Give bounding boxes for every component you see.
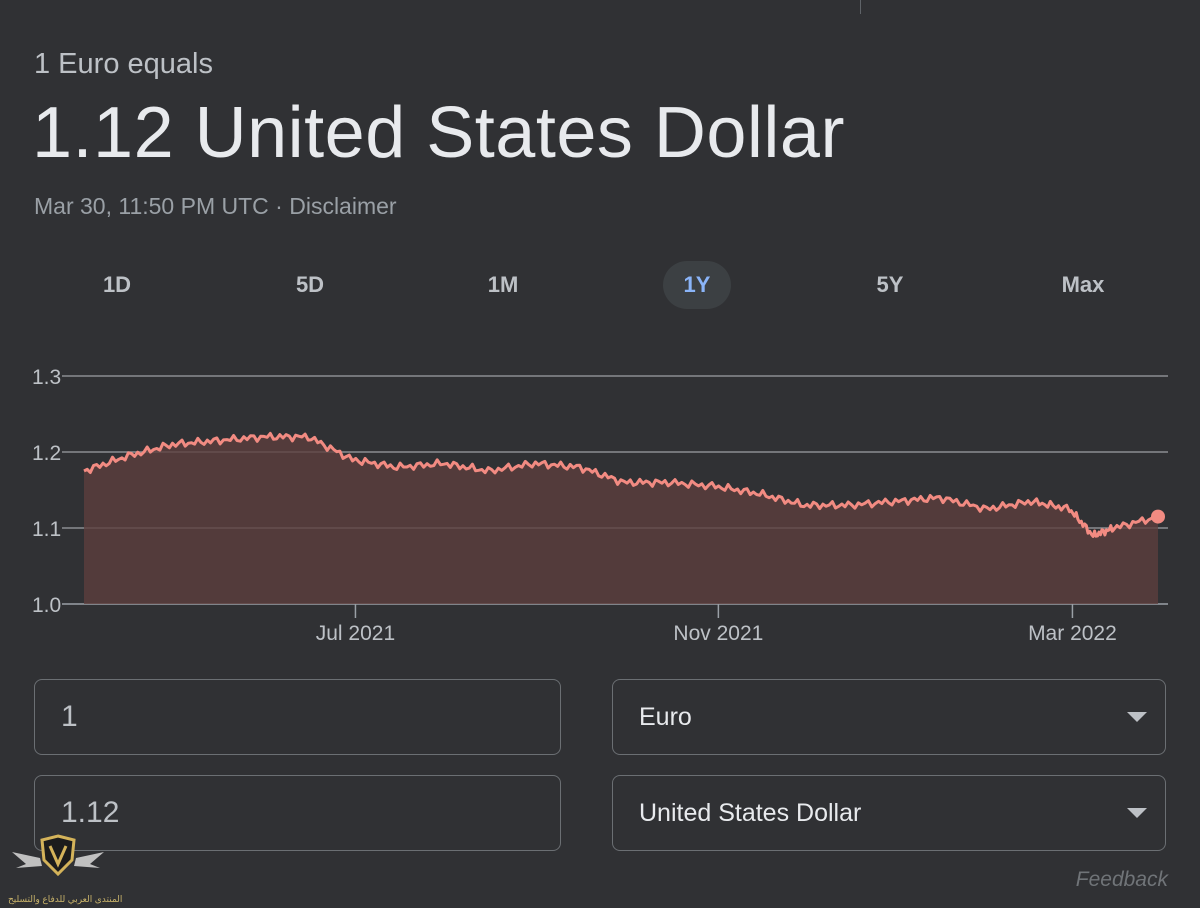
disclaimer-link[interactable]: Disclaimer [289,193,397,219]
rate-timestamp: Mar 30, 11:50 PM UTC [34,193,269,219]
tab-5d[interactable]: 5D [295,272,325,297]
tab-1d[interactable]: 1D [102,272,132,297]
y-tick-label: 1.0 [32,594,61,617]
tab-max[interactable]: Max [1061,272,1105,297]
time-range-tabs: 1D 5D 1M 1Y 5Y Max [20,261,1180,309]
x-tick-label: Nov 2021 [673,622,763,645]
to-amount-input[interactable] [35,776,560,850]
watermark-logo: المنتدى العربي للدفاع والتسليح [8,830,122,906]
rate-timestamp-line: Mar 30, 11:50 PM UTC · Disclaimer [34,193,397,220]
from-currency-value: Euro [639,702,692,731]
feedback-link[interactable]: Feedback [1075,868,1168,891]
watermark-text: المنتدى العربي للدفاع والتسليح [8,894,123,904]
price-line [83,431,1159,538]
y-tick-label: 1.1 [32,518,61,541]
from-currency-select[interactable]: Euro [612,679,1166,755]
y-tick-label: 1.3 [32,366,61,389]
timestamp-separator: · [268,193,290,219]
x-tick-label: Jul 2021 [316,622,395,645]
tab-5y[interactable]: 5Y [876,272,904,297]
exchange-rate-chart[interactable]: 1.3 1.2 1.1 1.0 Jul 2021 Nov 2021 Mar 2022 [0,340,1200,660]
to-currency-value: United States Dollar [639,798,862,827]
chevron-down-icon [1127,808,1147,818]
conversion-subtitle: 1 Euro equals [34,48,213,80]
from-amount-input[interactable] [35,680,560,754]
from-amount-field[interactable] [34,679,561,755]
x-tick-label: Mar 2022 [1028,622,1117,645]
area-fill [84,433,1158,604]
x-axis: Jul 2021 Nov 2021 Mar 2022 [316,604,1117,645]
tab-1m[interactable]: 1M [487,272,519,297]
conversion-rate: 1.12 United States Dollar [32,93,845,173]
current-point [1151,509,1165,524]
top-divider [860,0,861,14]
to-amount-field[interactable] [34,775,561,851]
chevron-down-icon [1127,712,1147,722]
to-currency-select[interactable]: United States Dollar [612,775,1166,851]
shield-wings-icon [12,834,104,877]
tab-1y[interactable]: 1Y [663,261,731,309]
y-tick-label: 1.2 [32,442,61,465]
